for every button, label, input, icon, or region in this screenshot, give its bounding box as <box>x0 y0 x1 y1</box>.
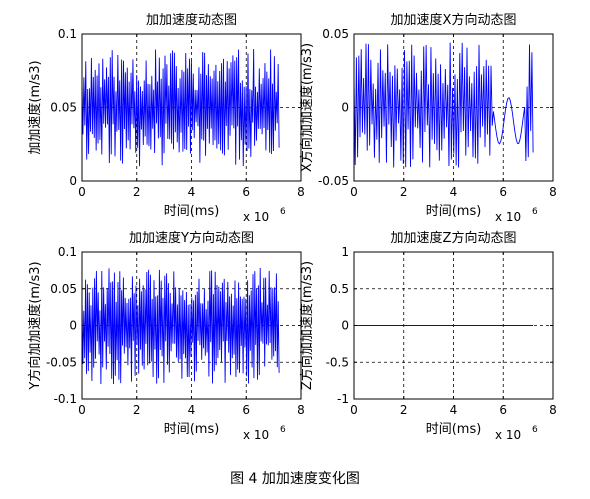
x-tick-label: 2 <box>133 185 141 199</box>
y-tick-label: 0.05 <box>50 282 77 296</box>
y-tick-label: -1 <box>337 392 349 406</box>
x-tick-label: 2 <box>400 403 408 417</box>
chart-title: 加加速度Y方向动态图 <box>129 230 254 246</box>
y-tick-label: 0 <box>341 319 349 333</box>
y-tick-label: 1 <box>341 245 349 259</box>
series-line-1 <box>353 42 534 168</box>
series-line-1 <box>81 268 280 385</box>
x-tick-label: 8 <box>549 185 557 199</box>
figure-caption: 图 4 加加速度变化图 <box>230 471 360 487</box>
y-tick-label: 0.05 <box>50 101 77 115</box>
x-multiplier-exponent: 6 <box>532 207 538 217</box>
x-tick-label: 4 <box>450 185 458 199</box>
y-tick-label: 0.1 <box>58 245 77 259</box>
x-tick-label: 6 <box>242 403 250 417</box>
x-tick-label: 2 <box>400 185 408 199</box>
y-tick-label: 0 <box>341 101 349 115</box>
x-tick-label: 4 <box>450 403 458 417</box>
x-multiplier-exponent: 6 <box>532 425 538 435</box>
x-tick-label: 8 <box>297 185 305 199</box>
y-tick-label: 0.05 <box>322 27 349 41</box>
y-axis-label: Y方向加加速度(m/s3) <box>27 261 43 390</box>
x-axis-label: 时间(ms) <box>164 204 220 219</box>
chart-title: 加加速度Z方向动态图 <box>391 230 517 246</box>
x-tick-label: 0 <box>78 185 86 199</box>
y-axis-label: Z方向加加速度(m/s3) <box>299 261 315 390</box>
x-tick-label: 2 <box>133 403 141 417</box>
x-tick-label: 6 <box>499 185 507 199</box>
x-tick-label: 0 <box>350 403 358 417</box>
x-tick-label: 4 <box>188 403 196 417</box>
y-tick-label: -0.1 <box>54 392 77 406</box>
x-multiplier: x 10 <box>495 210 521 224</box>
x-tick-label: 6 <box>499 403 507 417</box>
x-multiplier: x 10 <box>495 428 521 442</box>
y-axis-label: 加加速度(m/s3) <box>27 60 43 154</box>
y-tick-label: 0 <box>69 319 77 333</box>
x-multiplier-exponent: 6 <box>280 425 286 435</box>
series-line-1 <box>81 48 280 167</box>
chart-title: 加加速度动态图 <box>146 12 237 28</box>
chart-title: 加加速度X方向动态图 <box>391 12 517 28</box>
y-tick-label: 0.5 <box>330 282 349 296</box>
x-multiplier-exponent: 6 <box>280 207 286 217</box>
x-axis-label: 时间(ms) <box>164 422 220 437</box>
x-tick-label: 6 <box>242 185 250 199</box>
x-tick-label: 8 <box>297 403 305 417</box>
y-tick-label: -0.05 <box>318 174 349 188</box>
x-axis-label: 时间(ms) <box>426 204 482 219</box>
x-tick-label: 8 <box>549 403 557 417</box>
x-multiplier: x 10 <box>243 428 269 442</box>
x-tick-label: 0 <box>350 185 358 199</box>
y-tick-label: -0.05 <box>46 355 77 369</box>
y-tick-label: 0 <box>69 174 77 188</box>
x-tick-label: 0 <box>78 403 86 417</box>
x-axis-label: 时间(ms) <box>426 422 482 437</box>
y-axis-label: X方向加加速度(m/s3) <box>299 43 315 172</box>
y-tick-label: -0.5 <box>326 355 349 369</box>
y-tick-label: 0.1 <box>58 27 77 41</box>
x-tick-label: 4 <box>188 185 196 199</box>
x-multiplier: x 10 <box>243 210 269 224</box>
